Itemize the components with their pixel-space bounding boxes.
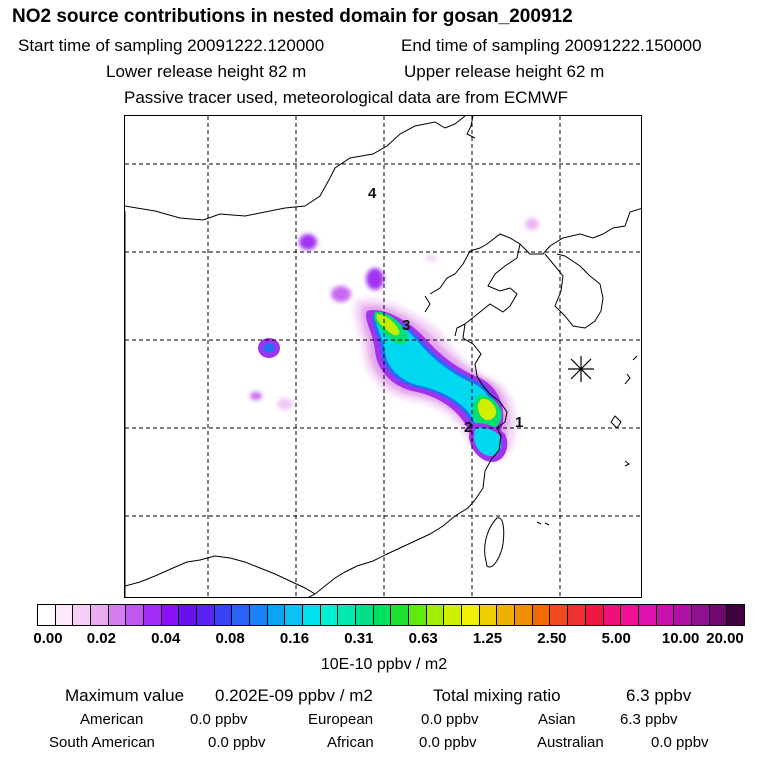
region-south-american-name: South American	[49, 734, 155, 751]
colorbar-swatch	[568, 605, 586, 625]
colorbar-swatch	[373, 605, 392, 625]
colorbar-swatch	[108, 605, 127, 625]
region-european-name: European	[308, 711, 374, 728]
blob-west-north	[299, 234, 317, 250]
colorbar-swatch	[409, 605, 427, 625]
colorbar-tick-label: 0.04	[151, 630, 181, 647]
total-mixing-value: 6.3 ppbv	[626, 686, 692, 705]
colorbar-swatch	[462, 605, 480, 625]
colorbar-swatch	[691, 605, 710, 625]
colorbar-swatch	[73, 605, 92, 625]
colorbar-tick-label: 0.63	[408, 630, 438, 647]
colorbar-swatch	[532, 605, 551, 625]
blob-north	[366, 268, 384, 290]
plume-cyan	[376, 315, 494, 430]
receptor-star-icon	[568, 356, 594, 382]
total-mixing-label: Total mixing ratio	[433, 686, 561, 705]
source-label-2: 2	[464, 419, 472, 436]
blob-northeast	[525, 218, 539, 230]
colorbar-swatch	[550, 605, 569, 625]
upper-release-height: Upper release height 62 m	[404, 62, 605, 81]
blob-west-core	[263, 343, 275, 353]
colorbar-tick-label: 0.31	[344, 630, 374, 647]
source-label-4: 4	[368, 185, 377, 202]
coastlines	[125, 116, 641, 597]
colorbar-swatch	[709, 605, 728, 625]
colorbar-swatch	[197, 605, 215, 625]
region-african-value: 0.0 ppbv	[419, 734, 477, 751]
colorbar	[37, 604, 745, 626]
region-american-name: American	[80, 711, 144, 728]
blob-faint	[425, 254, 437, 262]
plume-yellow-1	[477, 398, 497, 421]
colorbar-swatch	[267, 605, 286, 625]
colorbar-swatch	[515, 605, 533, 625]
figure-title: NO2 source contributions in nested domai…	[12, 6, 573, 27]
colorbar-swatch	[232, 605, 251, 625]
colorbar-swatch	[444, 605, 463, 625]
colorbar-swatch	[621, 605, 639, 625]
colorbar-swatch	[303, 605, 321, 625]
colorbar-swatch	[603, 605, 622, 625]
region-australian-value: 0.0 ppbv	[651, 734, 709, 751]
colorbar-swatch	[214, 605, 233, 625]
lower-release-height: Lower release height 82 m	[106, 62, 307, 81]
colorbar-swatch	[727, 605, 744, 625]
colorbar-unit: 10E-10 ppbv / m2	[320, 656, 448, 673]
region-european-value: 0.0 ppbv	[421, 711, 479, 728]
colorbar-swatch	[285, 605, 304, 625]
colorbar-tick-label: 0.00	[33, 630, 63, 647]
source-label-3: 3	[402, 317, 410, 334]
colorbar-swatch	[426, 605, 445, 625]
colorbar-swatch	[674, 605, 692, 625]
colorbar-swatch	[55, 605, 74, 625]
colorbar-tick-label: 10.00	[661, 630, 700, 647]
blob-southwest	[250, 392, 262, 400]
colorbar-swatch	[250, 605, 268, 625]
colorbar-swatch	[356, 605, 374, 625]
tracer-note: Passive tracer used, meteorological data…	[124, 88, 569, 107]
end-time: End time of sampling 20091222.150000	[401, 36, 702, 55]
colorbar-tick-label: 5.00	[601, 630, 631, 647]
plume-south-cyan	[474, 427, 502, 456]
region-african-name: African	[327, 734, 374, 751]
map-canvas: 1 2 3 4	[125, 116, 641, 597]
colorbar-swatch	[585, 605, 604, 625]
region-asian-value: 6.3 ppbv	[620, 711, 678, 728]
max-value-label: Maximum value	[65, 686, 185, 705]
blob-southwest-faint	[277, 398, 293, 410]
blob-northwest	[331, 286, 351, 302]
lat-lon-grid	[125, 116, 641, 597]
colorbar-swatch	[91, 605, 109, 625]
region-south-american-value: 0.0 ppbv	[208, 734, 266, 751]
colorbar-swatch	[126, 605, 145, 625]
plume-yellow-3	[376, 314, 400, 336]
colorbar-swatch	[497, 605, 516, 625]
colorbar-tick-label: 0.02	[86, 630, 116, 647]
region-australian-name: Australian	[537, 734, 604, 751]
region-asian-name: Asian	[538, 711, 576, 728]
colorbar-swatch	[144, 605, 162, 625]
colorbar-tick-label: 1.25	[472, 630, 503, 647]
region-american-value: 0.0 ppbv	[190, 711, 248, 728]
colorbar-swatch	[391, 605, 410, 625]
colorbar-swatch	[638, 605, 657, 625]
colorbar-swatch	[656, 605, 675, 625]
colorbar-swatch	[479, 605, 498, 625]
colorbar-swatch	[161, 605, 180, 625]
concentration-plume	[250, 218, 539, 462]
colorbar-tick-label: 0.08	[215, 630, 245, 647]
max-value: 0.202E-09 ppbv / m2	[215, 686, 373, 705]
colorbar-tick-label: 0.16	[279, 630, 310, 647]
colorbar-swatch	[179, 605, 198, 625]
colorbar-swatch	[320, 605, 339, 625]
colorbar-tick-label: 20.00	[706, 630, 744, 647]
map-panel: 1 2 3 4	[124, 115, 642, 598]
colorbar-swatch	[338, 605, 357, 625]
start-time: Start time of sampling 20091222.120000	[18, 36, 325, 55]
colorbar-tick-label: 2.50	[537, 630, 567, 647]
source-label-1: 1	[515, 414, 523, 431]
colorbar-ticks: 0.00 0.02 0.04 0.08 0.16 0.31 0.63 1.25 2.50 5.00…	[0, 630, 768, 652]
colorbar-swatch	[38, 605, 56, 625]
